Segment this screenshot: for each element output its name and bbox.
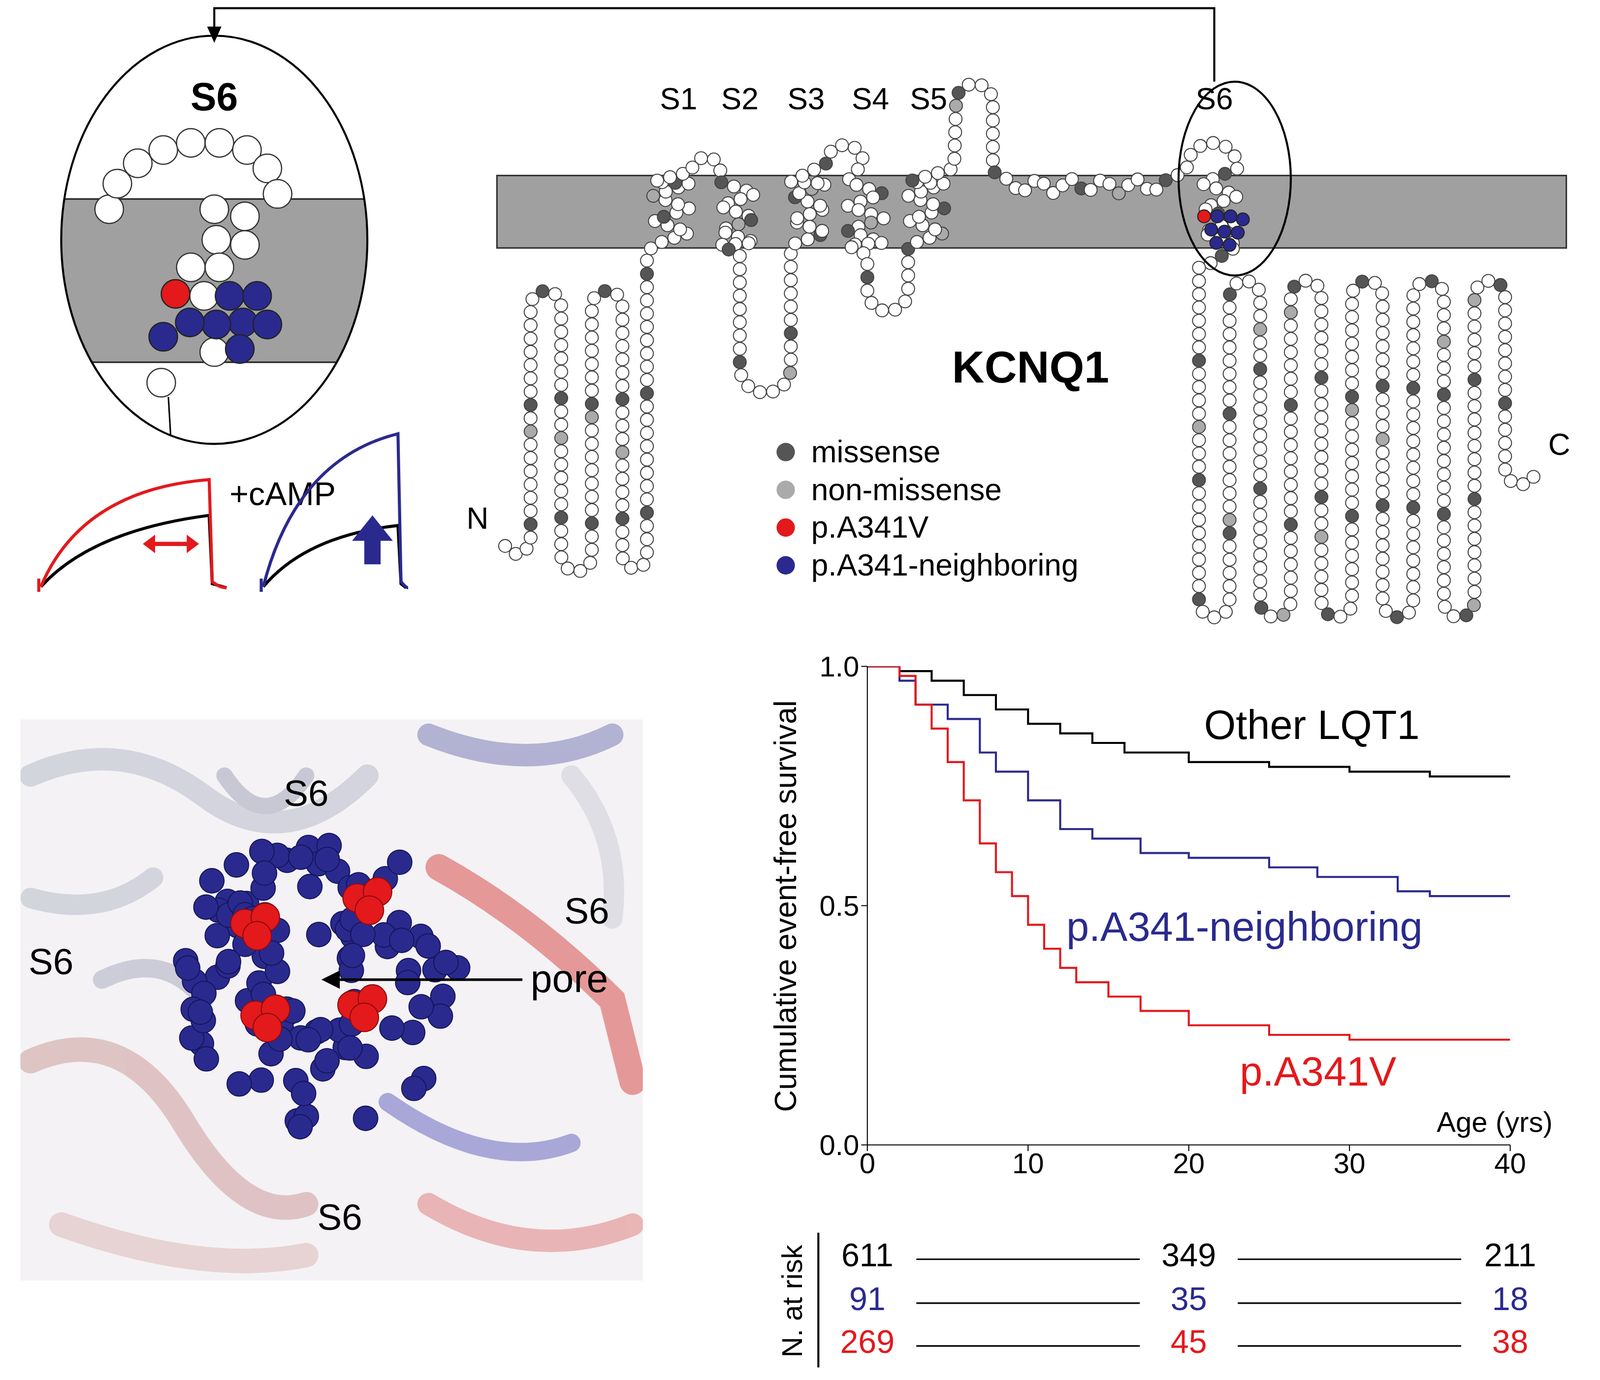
html-text:38: 38 [1492, 1323, 1529, 1361]
svg-text:S4: S4 [851, 81, 890, 116]
svg-text:p.A341-neighboring: p.A341-neighboring [811, 547, 1079, 582]
svg-text:S6: S6 [28, 940, 74, 983]
svg-text:S5: S5 [909, 81, 948, 116]
svg-text:S6: S6 [1195, 81, 1233, 116]
html-text:Cumulative event-free survival: Cumulative event-free survival [768, 700, 803, 1112]
html-text:611: 611 [841, 1236, 894, 1274]
svg-text:KCNQ1: KCNQ1 [952, 341, 1110, 392]
html-text:p.A341V: p.A341V [1239, 1048, 1397, 1094]
svg-text:S3: S3 [787, 81, 825, 116]
svg-text:missense: missense [811, 434, 941, 469]
html-text:349: 349 [1161, 1236, 1216, 1274]
svg-text:S6: S6 [564, 890, 609, 932]
svg-text:0: 0 [859, 1147, 876, 1180]
svg-text:40: 40 [1494, 1147, 1527, 1180]
html-text:269: 269 [840, 1323, 895, 1361]
svg-text:30: 30 [1333, 1147, 1366, 1180]
svg-text:S2: S2 [721, 81, 759, 116]
svg-text:20: 20 [1172, 1147, 1205, 1180]
svg-text:non-missense: non-missense [811, 472, 1002, 507]
svg-text:+cAMP: +cAMP [229, 475, 336, 512]
html-text:35: 35 [1170, 1280, 1207, 1318]
html-text:Other LQT1: Other LQT1 [1204, 702, 1420, 747]
html-text:Age (yrs): Age (yrs) [1436, 1106, 1553, 1138]
svg-text:pore: pore [530, 957, 609, 1001]
svg-text:S6: S6 [317, 1196, 363, 1238]
svg-text:10: 10 [1012, 1147, 1045, 1180]
svg-text:C: C [1548, 427, 1571, 462]
svg-text:N: N [466, 501, 489, 536]
svg-text:S6: S6 [283, 772, 329, 814]
html-text:N. at risk: N. at risk [776, 1244, 809, 1358]
svg-text:0.0: 0.0 [819, 1128, 860, 1161]
svg-text:S1: S1 [659, 81, 698, 116]
svg-text:1.0: 1.0 [819, 650, 860, 683]
html-text:p.A341-neighboring: p.A341-neighboring [1066, 904, 1423, 949]
html-text:91: 91 [849, 1280, 886, 1318]
html-text:18: 18 [1492, 1280, 1529, 1318]
svg-text:p.A341V: p.A341V [811, 510, 929, 544]
svg-text:0.5: 0.5 [819, 889, 860, 922]
html-text:45: 45 [1170, 1323, 1207, 1361]
svg-text:S6: S6 [190, 75, 238, 119]
html-text:211: 211 [1484, 1236, 1537, 1274]
